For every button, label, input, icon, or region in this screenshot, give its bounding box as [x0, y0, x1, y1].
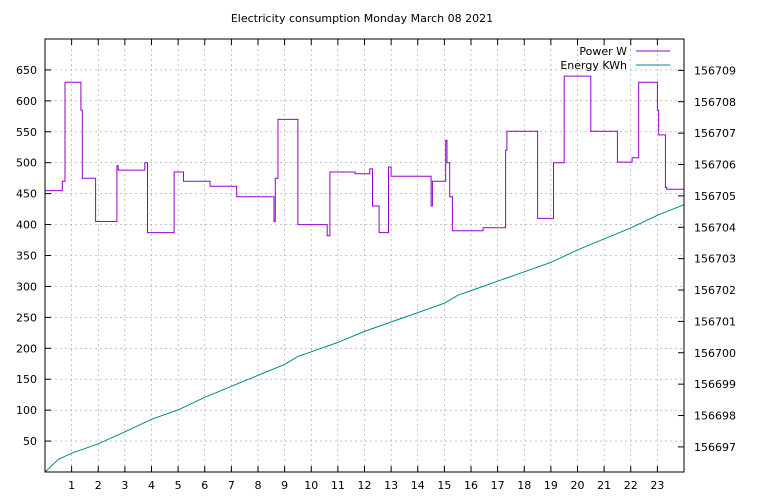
- chart-title: Electricity consumption Monday March 08 …: [231, 12, 493, 25]
- y2-tick-label: 156697: [694, 441, 736, 454]
- y-tick-label: 250: [16, 311, 37, 324]
- y-tick-label: 300: [16, 280, 37, 293]
- y-tick-label: 100: [16, 404, 37, 417]
- plot-frame: [44, 38, 685, 473]
- x-tick-label: 16: [464, 479, 478, 492]
- x-tick-label: 4: [148, 479, 155, 492]
- x-tick-label: 17: [491, 479, 505, 492]
- x-tick-label: 19: [544, 479, 558, 492]
- y2-tick-label: 156709: [694, 64, 736, 77]
- x-tick-label: 1: [68, 479, 75, 492]
- x-tick-label: 13: [384, 479, 398, 492]
- y-tick-label: 50: [23, 435, 37, 448]
- grid: [45, 39, 684, 472]
- y2-tick-label: 156703: [694, 253, 736, 266]
- y2-tick-label: 156707: [694, 127, 736, 140]
- series-line-power: [45, 75, 684, 237]
- y2-tick-label: 156706: [694, 159, 736, 172]
- y-tick-label: 200: [16, 342, 37, 355]
- series-line-energy: [44, 204, 685, 473]
- x-tick-label: 12: [358, 479, 372, 492]
- x-tick-label: 14: [411, 479, 425, 492]
- x-tick-label: 18: [517, 479, 531, 492]
- y-tick-label: 450: [16, 188, 37, 201]
- y-tick-label: 400: [16, 219, 37, 232]
- y2-tick-label: 156699: [694, 378, 736, 391]
- x-tick-label: 3: [121, 479, 128, 492]
- y2-tick-label: 156702: [694, 284, 736, 297]
- y2-tick-label: 156704: [694, 221, 736, 234]
- x-tick-label: 20: [571, 479, 585, 492]
- y2-tick-label: 156708: [694, 96, 736, 109]
- y-axis-right: 156697 156698 156699 156700 156701 156702 1567…: [678, 64, 736, 454]
- y-tick-label: 650: [16, 64, 37, 77]
- x-tick-label: 8: [255, 479, 262, 492]
- x-tick-label: 9: [281, 479, 288, 492]
- y2-tick-label: 156705: [694, 190, 736, 203]
- x-tick-label: 5: [175, 479, 182, 492]
- x-tick-label: 21: [597, 479, 611, 492]
- series-layer: [44, 75, 685, 473]
- y2-tick-label: 156701: [694, 315, 736, 328]
- x-tick-label: 22: [624, 479, 638, 492]
- x-tick-label: 10: [304, 479, 318, 492]
- y-tick-label: 500: [16, 157, 37, 170]
- legend-label-energy: Energy KWh: [560, 59, 627, 72]
- y-tick-label: 600: [16, 95, 37, 108]
- y-tick-label: 150: [16, 373, 37, 386]
- x-tick-label: 2: [95, 479, 102, 492]
- legend-label-power: Power W: [579, 45, 627, 58]
- y2-tick-label: 156698: [694, 410, 736, 423]
- x-tick-label: 23: [650, 479, 664, 492]
- x-axis: 1 2 3 4 5 6 7 8 9 10 11 12 13 14 15 16 17 18 19 20 21 22 23: [68, 39, 664, 492]
- x-tick-label: 6: [201, 479, 208, 492]
- y-axis-left: 50 100 150 200 250 300 350 400 450 500 550 600 650: [16, 64, 51, 448]
- y2-tick-label: 156700: [694, 347, 736, 360]
- x-tick-label: 7: [228, 479, 235, 492]
- x-tick-label: 11: [331, 479, 345, 492]
- y-tick-label: 550: [16, 126, 37, 139]
- y-tick-label: 350: [16, 250, 37, 263]
- x-tick-label: 15: [437, 479, 451, 492]
